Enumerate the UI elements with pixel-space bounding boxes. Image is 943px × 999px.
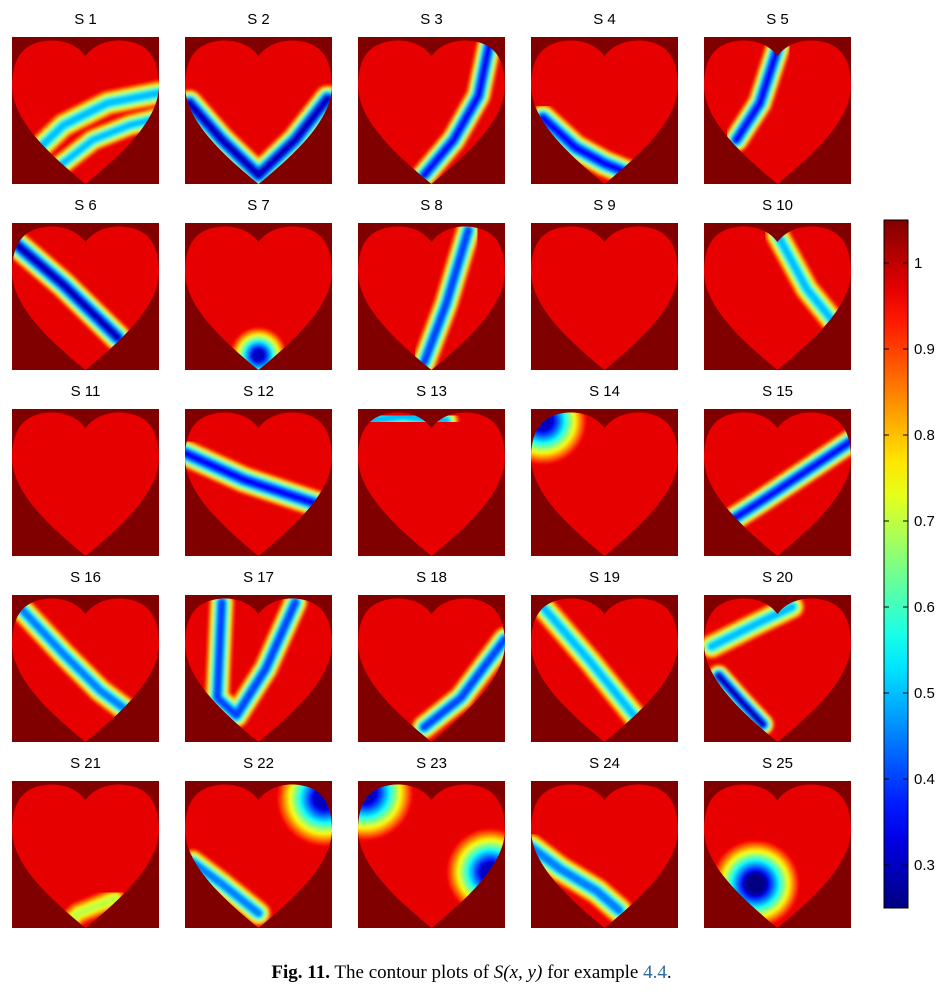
contour-spot-level	[745, 873, 766, 895]
contour-panel-23: S 23	[358, 755, 505, 928]
contour-band-level	[531, 843, 623, 915]
contour-panel-6: S 6	[12, 197, 159, 370]
panel-title: S 16	[70, 569, 101, 586]
contour-panel-7: S 7	[185, 197, 332, 370]
contour-band-level	[188, 858, 262, 917]
contour-band-level	[214, 599, 299, 719]
panel-title: S 14	[589, 383, 620, 400]
panel-title: S 7	[247, 197, 270, 214]
figure-caption: Fig. 11. The contour plots of S(x, y) fo…	[0, 962, 943, 984]
panel-title: S 2	[247, 11, 270, 28]
panel-title: S 22	[243, 755, 274, 772]
heart-domain	[531, 784, 678, 928]
colorbar-tick-label: 0.3	[914, 857, 935, 874]
panel-title: S 11	[71, 383, 101, 400]
contour-panel-1: S 1	[12, 11, 159, 184]
contour-band-level	[15, 603, 133, 716]
panel-title: S 19	[589, 569, 620, 586]
panel-title: S 13	[416, 383, 447, 400]
contour-band-level	[420, 40, 494, 179]
caption-label: Fig. 11.	[271, 962, 331, 983]
contour-panel-19: S 19	[531, 569, 678, 742]
colorbar-tick-label: 0.6	[914, 599, 935, 616]
colorbar-tick-label: 0.4	[914, 771, 935, 788]
panel-title: S 24	[589, 755, 620, 772]
contour-panel-13: S 13	[358, 383, 505, 556]
caption-text-after: for example	[542, 962, 644, 983]
contour-panel-8: S 8	[358, 197, 505, 370]
heart-domain	[704, 226, 851, 370]
contour-band-level	[774, 231, 843, 333]
panel-title: S 12	[243, 383, 274, 400]
contour-panel-22: S 22	[185, 755, 332, 928]
panel-title: S 20	[762, 569, 793, 586]
contour-panel-2: S 2	[185, 11, 332, 184]
caption-variable: S(x, y)	[493, 962, 543, 983]
panel-title: S 9	[593, 197, 616, 214]
panel-title: S 8	[420, 197, 443, 214]
panel-title: S 10	[762, 197, 793, 214]
heart-domain	[704, 412, 851, 556]
contour-panel-12: S 12	[185, 383, 332, 556]
panel-title: S 18	[416, 569, 447, 586]
contour-panel-25: S 25	[704, 755, 851, 928]
contour-panel-24: S 24	[531, 755, 678, 928]
panel-title: S 3	[420, 11, 443, 28]
contour-band-level	[420, 635, 505, 731]
colorbar-tick-label: 0.9	[914, 341, 935, 358]
colorbar: 0.3 0.4 0.5 0.6 0.7 0.8 0.9 1	[883, 219, 935, 909]
contour-band-level	[55, 114, 159, 170]
colorbar-tick-label: 1	[914, 255, 922, 272]
panel-title: S 23	[416, 755, 447, 772]
contour-panel-20: S 20	[704, 569, 851, 742]
contour-band-level	[722, 438, 851, 527]
contour-panel-18: S 18	[358, 569, 505, 742]
heart-domain	[704, 598, 851, 742]
panel-title: S 4	[593, 11, 616, 28]
contour-panel-11: S 11	[12, 383, 159, 556]
contour-panel-16: S 16	[12, 569, 159, 742]
contour-panel-17: S 17	[185, 569, 332, 742]
contour-band-level	[715, 673, 766, 728]
contour-panel-5: S 5	[704, 11, 851, 184]
contour-band-level	[707, 603, 796, 650]
contour-panel-14: S 14	[531, 383, 678, 556]
panel-grid: S 1 S 2 S 3 S 4 S 5 S 6 S 7 S 8 S 9 S 10 S 11 S 12 S…	[12, 11, 851, 928]
contour-panel-4: S 4	[531, 11, 678, 184]
heart-domain	[185, 40, 332, 184]
contour-panel-15: S 15	[704, 383, 851, 556]
panel-title: S 5	[766, 11, 789, 28]
contour-band-level	[539, 114, 641, 181]
caption-end: .	[666, 962, 672, 983]
panel-title: S 17	[243, 569, 274, 586]
panel-title: S 21	[70, 755, 101, 772]
contour-band-level	[26, 89, 159, 161]
contour-band-level	[420, 227, 472, 366]
colorbar-tick-label: 0.8	[914, 427, 935, 444]
colorbar-tick-label: 0.7	[914, 513, 935, 530]
contour-band-level	[733, 40, 784, 144]
contour-band-level	[185, 95, 332, 179]
panel-title: S 25	[762, 755, 793, 772]
contour-panel-10: S 10	[704, 197, 851, 370]
contour-band-level	[12, 237, 122, 342]
contour-band-level	[185, 449, 332, 513]
contour-band-level	[539, 603, 645, 728]
caption-text-before: The contour plots of	[330, 962, 494, 983]
caption-example-link[interactable]: 4.4	[643, 962, 667, 983]
panel-title: S 15	[762, 383, 793, 400]
panel-title: S 6	[74, 197, 97, 214]
colorbar-tick-label: 0.5	[914, 685, 935, 702]
heart-domain	[185, 412, 332, 556]
contour-panel-9: S 9	[531, 197, 678, 370]
contour-spot-level	[251, 348, 266, 363]
panel-title: S 1	[74, 11, 97, 28]
contour-panel-21: S 21	[12, 755, 159, 928]
heart-domain	[358, 40, 505, 184]
colorbar-gradient	[883, 219, 909, 909]
heart-domain	[12, 40, 159, 184]
contour-panel-3: S 3	[358, 11, 505, 184]
